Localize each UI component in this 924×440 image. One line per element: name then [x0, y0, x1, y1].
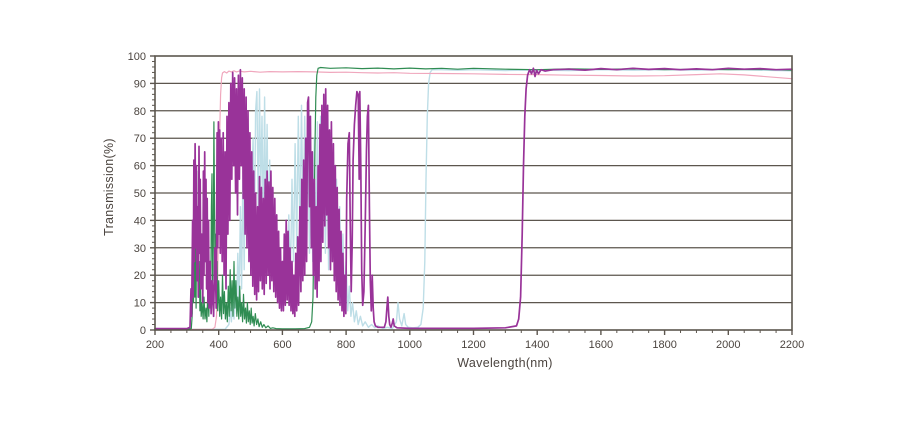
x-tick-label: 1600	[589, 339, 613, 351]
x-tick-label: 1800	[652, 339, 676, 351]
y-tick-label: 70	[134, 133, 146, 145]
x-tick-label: 2200	[780, 339, 804, 351]
x-tick-label: 1200	[461, 339, 485, 351]
series-green-line	[154, 66, 793, 330]
y-tick-label: 0	[140, 325, 146, 337]
y-tick-label: 50	[134, 188, 146, 200]
y-tick-label: 60	[134, 161, 146, 173]
series-lines	[154, 66, 793, 331]
y-axis-title: Transmission(%)	[102, 138, 116, 236]
y-tick-label: 20	[134, 270, 146, 282]
y-tick-label: 10	[134, 298, 146, 310]
x-tick-label: 1400	[525, 339, 549, 351]
x-tick-label: 600	[273, 339, 291, 351]
x-tick-label: 2000	[716, 339, 740, 351]
axes: 0 10 20 30 40 50 60 70 80 90 100 200 400 600 800 1000 12…	[128, 51, 805, 351]
x-tick-label: 1000	[398, 339, 422, 351]
x-tick-label: 200	[146, 339, 164, 351]
y-tick-label: 40	[134, 215, 146, 227]
x-axis-title: Wavelength(nm)	[457, 356, 553, 370]
y-tick-label: 30	[134, 243, 146, 255]
x-tick-label: 800	[337, 339, 355, 351]
x-tick-label: 400	[210, 339, 228, 351]
y-tick-label: 100	[128, 51, 146, 63]
y-tick-label: 80	[134, 106, 146, 118]
series-pink-line	[154, 70, 793, 331]
y-tick-label: 90	[134, 78, 146, 90]
series-purple-line	[154, 67, 793, 330]
